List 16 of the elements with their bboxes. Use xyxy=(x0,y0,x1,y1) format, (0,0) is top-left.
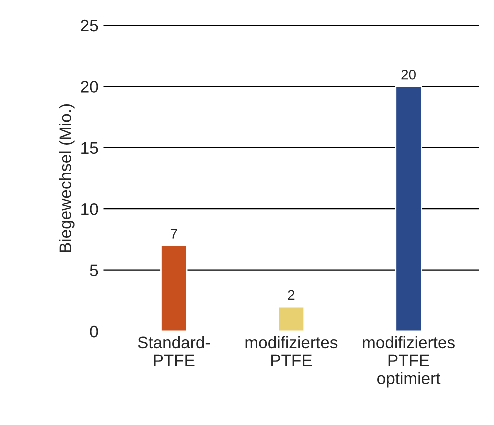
y-tick-label: 10 xyxy=(82,204,98,216)
bar xyxy=(395,86,422,332)
data-label: 2 xyxy=(288,290,295,300)
y-axis-title: Biegewechsel (Mio.) xyxy=(59,104,75,252)
y-tick-label: 20 xyxy=(81,81,98,93)
x-tick-label: modifiziertes PTFE optimiert xyxy=(363,336,455,388)
x-tick-label: modifiziertes PTFE xyxy=(246,336,338,366)
y-tick-label: 15 xyxy=(82,142,98,154)
data-label: 20 xyxy=(402,70,416,80)
bar xyxy=(160,245,188,332)
x-tick-label: Standard- PTFE xyxy=(138,336,210,366)
y-tick-label: 25 xyxy=(81,20,98,32)
y-tick-label: 5 xyxy=(90,264,98,277)
y-tick-label: 0 xyxy=(90,326,98,338)
data-label: 7 xyxy=(170,229,178,239)
bar xyxy=(278,306,306,332)
